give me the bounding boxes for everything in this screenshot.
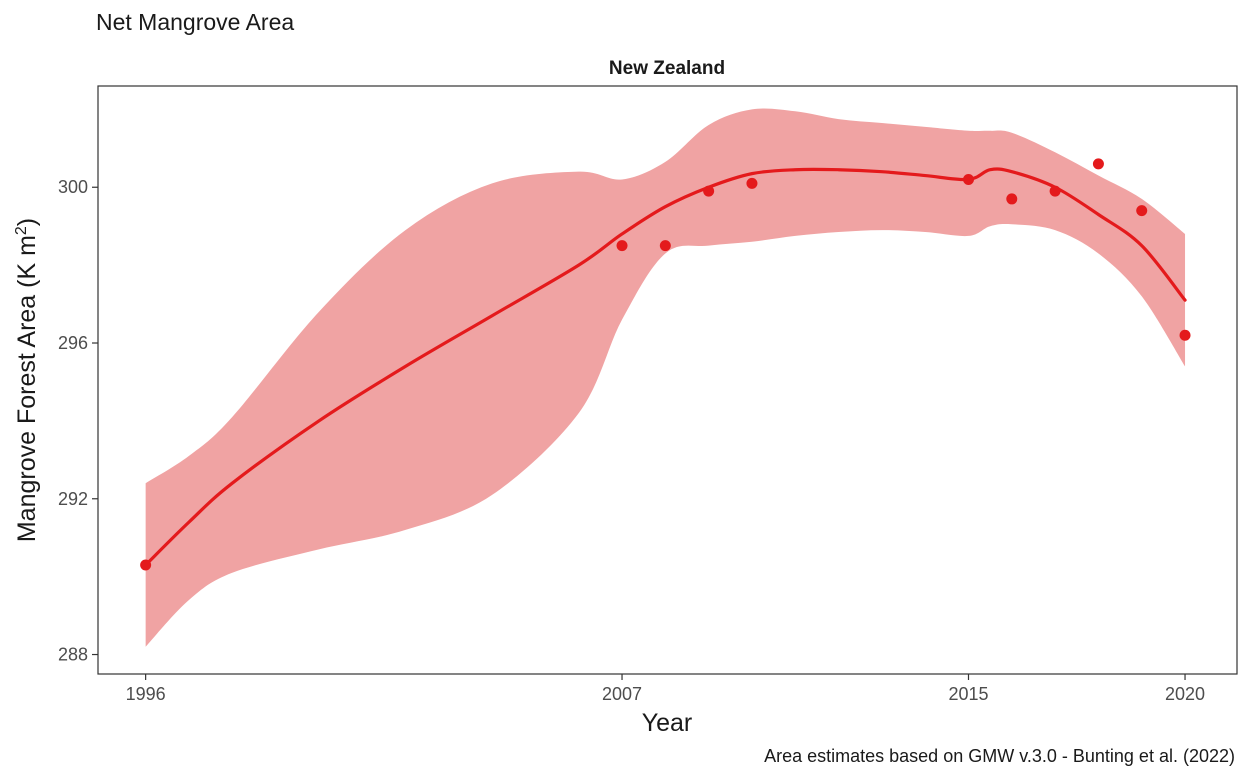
y-axis-title-superscript: 2: [13, 226, 30, 235]
data-point: [1136, 205, 1148, 217]
y-axis-title-close: ): [13, 218, 41, 226]
confidence-ribbon: [145, 108, 1186, 647]
x-axis-title: Year: [642, 709, 693, 737]
data-point: [140, 559, 152, 571]
data-point: [616, 240, 628, 252]
panel-title: New Zealand: [609, 58, 725, 79]
x-tick-label: 2020: [1165, 684, 1205, 704]
y-tick-label: 288: [58, 645, 88, 665]
y-tick-label: 296: [58, 333, 88, 353]
y-axis-title: Mangrove Forest Area (K m2): [13, 218, 41, 542]
data-point: [746, 177, 758, 189]
data-point: [1179, 329, 1191, 341]
data-point: [1049, 185, 1061, 197]
plot-layer: [140, 108, 1191, 647]
y-tick-label: 292: [58, 489, 88, 509]
x-tick-label: 2007: [602, 684, 642, 704]
x-tick-label: 1996: [126, 684, 166, 704]
axes-layer: 1996 2007 2015 2020 288 292 296 300: [58, 177, 1205, 704]
data-point: [1006, 193, 1018, 205]
caption: Area estimates based on GMW v.3.0 - Bunt…: [764, 746, 1235, 766]
y-axis-title-main: Mangrove Forest Area (K m: [13, 235, 41, 542]
data-point: [1092, 158, 1104, 170]
data-point: [703, 185, 715, 197]
x-tick-label: 2015: [948, 684, 988, 704]
chart-title: Net Mangrove Area: [96, 9, 294, 35]
data-point: [659, 240, 671, 252]
y-tick-label: 300: [58, 177, 88, 197]
panel-border: [97, 85, 1238, 675]
data-point: [962, 173, 974, 185]
trend-line: [144, 167, 1187, 567]
